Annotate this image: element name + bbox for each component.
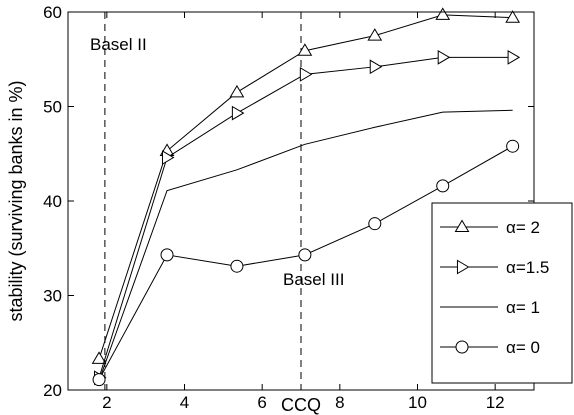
legend-label-3: α= 0 [506, 338, 540, 357]
series-3-point-4 [368, 217, 382, 231]
series-1-point-6 [507, 49, 521, 65]
series-3-point-5 [436, 179, 450, 193]
series-0-point-6 [505, 10, 521, 23]
series-3-point-6 [506, 139, 520, 153]
y-tick-label-50: 50 [43, 98, 62, 117]
x-tick-label-4: 4 [180, 393, 189, 412]
x-axis-title: CCQ [281, 395, 321, 415]
series-0-point-4 [367, 28, 383, 41]
x-tick-label-6: 6 [257, 393, 266, 412]
series-0-point-5 [435, 7, 451, 20]
annotation-basel-iii: Basel III [283, 270, 344, 289]
x-tick-label-2: 2 [102, 393, 111, 412]
series-1-point-4 [369, 59, 383, 75]
series-2 [98, 109, 513, 381]
series-3-point-3 [298, 248, 312, 262]
series-3 [92, 139, 520, 387]
series-1-point-5 [437, 49, 451, 65]
y-tick-label-40: 40 [43, 192, 62, 211]
series-0-point-2 [229, 84, 245, 98]
legend-box [431, 202, 573, 384]
legend-item-0: α= 2 [440, 218, 540, 237]
legend-label-1: α=1.5 [506, 258, 549, 277]
legend-label-0: α= 2 [506, 218, 540, 237]
series-1-point-1 [161, 150, 175, 165]
series-1-point-3 [299, 66, 313, 82]
y-tick-label-60: 60 [43, 3, 62, 22]
y-tick-label-20: 20 [43, 381, 62, 400]
x-tick-label-10: 10 [408, 393, 427, 412]
series-0-point-3 [297, 43, 313, 56]
series-0-point-0 [91, 351, 107, 364]
series-3-point-2 [230, 259, 244, 273]
series-0 [91, 7, 521, 364]
annotation-basel-ii: Basel II [90, 35, 147, 54]
legend-marker-1 [456, 259, 470, 275]
legend-label-2: α= 1 [506, 298, 540, 317]
y-tick-label-30: 30 [43, 287, 62, 306]
legend-item-3: α= 0 [440, 338, 540, 357]
legend-item-2: α= 1 [440, 298, 540, 317]
legend-marker-0 [454, 219, 470, 233]
y-axis-title: stability (surviving banks in %) [6, 80, 26, 321]
series-3-point-1 [160, 248, 174, 262]
series-3-point-0 [92, 373, 106, 387]
legend-marker-3 [455, 340, 469, 354]
legend-item-1: α=1.5 [440, 258, 549, 277]
x-tick-label-8: 8 [335, 393, 344, 412]
series-1-point-2 [231, 105, 245, 121]
series-line-2 [98, 109, 513, 381]
x-tick-label-12: 12 [486, 393, 505, 412]
